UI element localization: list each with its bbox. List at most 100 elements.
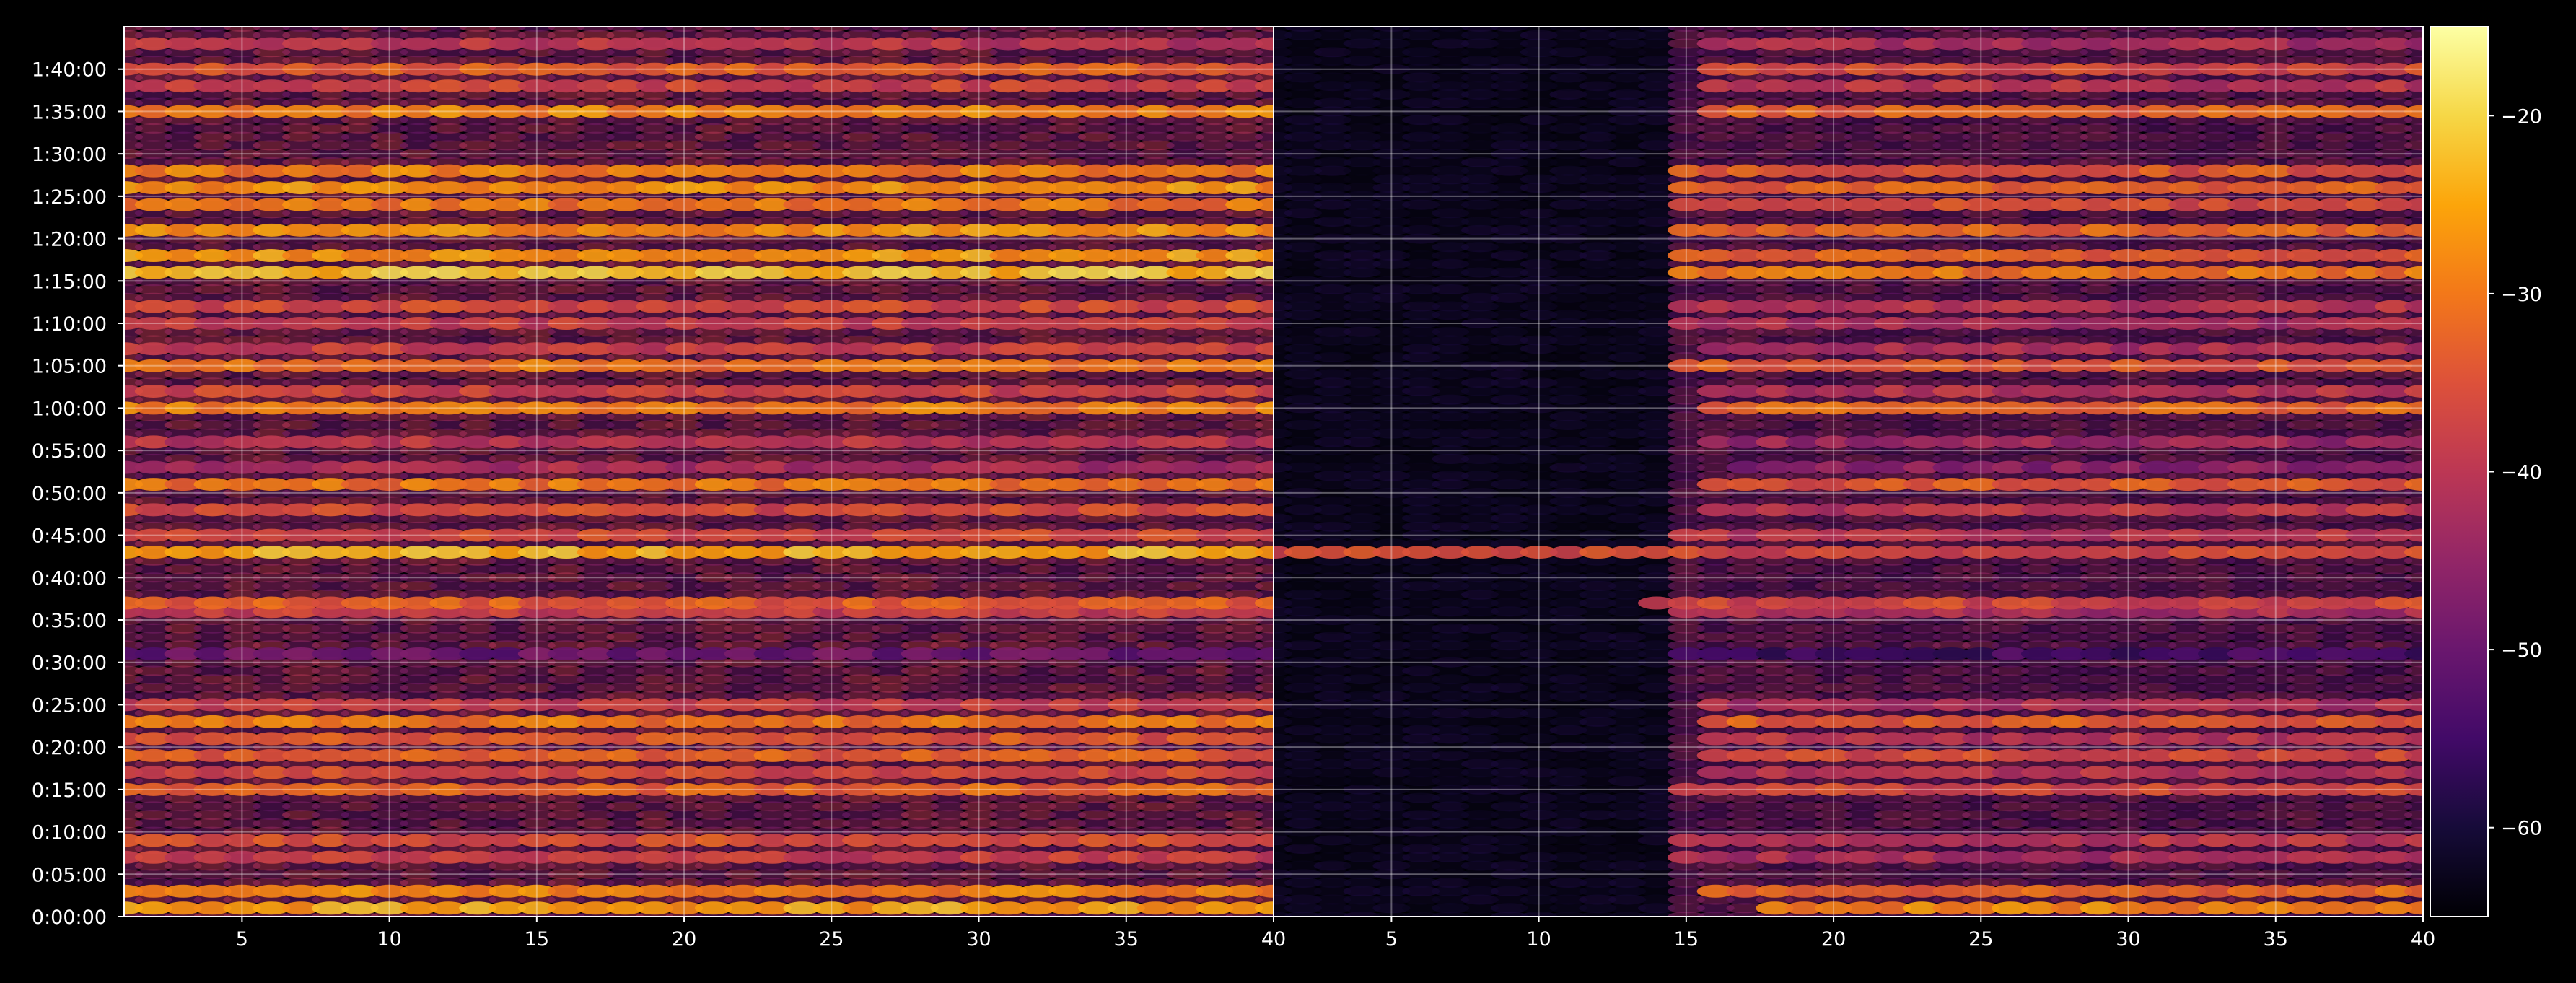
heatmap-cell [489, 792, 526, 803]
heatmap-cell [577, 860, 615, 871]
heatmap-cell [606, 826, 644, 837]
heatmap-cell [783, 878, 821, 888]
heatmap-cell [665, 826, 704, 837]
heatmap-cell [400, 174, 438, 185]
heatmap-cell [1255, 682, 1274, 693]
heatmap-cell [636, 369, 674, 380]
heatmap-cell [783, 869, 821, 880]
heatmap-cell [459, 233, 497, 244]
heatmap-cell [636, 276, 674, 287]
heatmap-cell [872, 335, 909, 346]
heatmap-cell [960, 513, 998, 524]
heatmap-cell [1255, 632, 1274, 642]
heatmap-cell [517, 657, 556, 668]
heatmap-cell [547, 335, 585, 346]
heatmap-cell [960, 640, 998, 651]
heatmap-cell [223, 276, 261, 287]
heatmap-cell [636, 538, 674, 549]
heatmap-cell [812, 564, 851, 574]
heatmap-cell [1225, 640, 1263, 651]
heatmap-cell [429, 844, 468, 855]
heatmap-cell [223, 691, 261, 702]
heatmap-cell [1019, 496, 1057, 507]
heatmap-cell [872, 615, 909, 625]
heatmap-cell [1019, 487, 1057, 498]
heatmap-cell [311, 759, 349, 769]
heatmap-cell [134, 513, 172, 524]
heatmap-cell [193, 191, 232, 201]
heatmap-cell [901, 792, 939, 803]
heatmap-cell [577, 844, 615, 855]
heatmap-cell [930, 818, 968, 829]
heatmap-cell [134, 140, 172, 151]
heatmap-cell [429, 878, 468, 888]
heatmap-cell [724, 284, 762, 295]
heatmap-cell [253, 818, 291, 829]
heatmap-cell [489, 233, 526, 244]
heatmap-cell [134, 640, 172, 651]
heatmap-cell [930, 411, 968, 422]
heatmap-cell [1166, 776, 1204, 787]
heatmap-cell [429, 496, 468, 507]
heatmap-cell [1166, 351, 1204, 362]
heatmap-cell [517, 640, 556, 651]
heatmap-cell [930, 453, 968, 464]
heatmap-cell [812, 233, 851, 244]
heatmap-cell [842, 708, 880, 719]
heatmap-cell [517, 589, 556, 600]
heatmap-cell [400, 555, 438, 566]
heatmap-cell [694, 674, 732, 685]
heatmap-cell [724, 826, 762, 837]
heatmap-cell [282, 682, 320, 693]
heatmap-cell [1225, 674, 1263, 685]
heatmap-cell [489, 564, 526, 574]
heatmap-cell [547, 742, 585, 753]
heatmap-cell [753, 801, 792, 812]
heatmap-cell [311, 810, 349, 821]
heatmap-cell [253, 708, 291, 719]
heatmap-cell [1048, 453, 1087, 464]
heatmap-cell [489, 284, 526, 295]
heatmap-cell [400, 445, 438, 456]
heatmap-cell [989, 453, 1028, 464]
heatmap-cell [724, 589, 762, 600]
heatmap-cell [960, 174, 998, 185]
heatmap-cell [547, 674, 585, 685]
heatmap-cell [1048, 615, 1087, 625]
heatmap-cell [164, 725, 202, 735]
heatmap-cell [1019, 581, 1057, 592]
heatmap-cell [842, 174, 880, 185]
heatmap-cell [1136, 826, 1175, 837]
heatmap-cell [1048, 394, 1087, 405]
heatmap-cell [872, 276, 909, 287]
heatmap-cell [694, 428, 732, 439]
heatmap-cell [1136, 742, 1175, 753]
heatmap-cell [311, 191, 349, 201]
heatmap-cell [1166, 471, 1204, 481]
heatmap-cell [311, 513, 349, 524]
heatmap-cell [901, 725, 939, 735]
heatmap-cell [930, 878, 968, 888]
heatmap-cell [253, 394, 291, 405]
heatmap-cell [1196, 615, 1234, 625]
heatmap-cell [489, 742, 526, 753]
heatmap-cell [1048, 589, 1087, 600]
heatmap-cell [1107, 292, 1145, 303]
heatmap-cell [282, 632, 320, 642]
heatmap-cell [547, 869, 585, 880]
heatmap-cell [901, 623, 939, 634]
heatmap-cell [753, 572, 792, 583]
heatmap-cell [930, 742, 968, 753]
heatmap-cell [960, 674, 998, 685]
heatmap-cell [459, 191, 497, 201]
heatmap-cell [517, 292, 556, 303]
heatmap-cell [311, 572, 349, 583]
heatmap-cell [547, 521, 585, 532]
heatmap-cell [606, 844, 644, 855]
heatmap-cell [429, 810, 468, 821]
heatmap-cell [694, 860, 732, 871]
heatmap-cell [400, 233, 438, 244]
heatmap-cell [636, 615, 674, 625]
heatmap-cell [223, 615, 261, 625]
heatmap-cell [989, 513, 1028, 524]
